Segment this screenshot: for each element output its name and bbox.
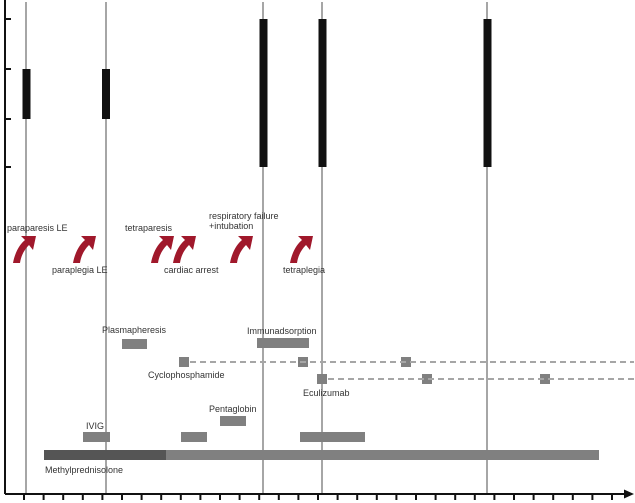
arrow-icon [151, 236, 174, 263]
severity-bar-3 [259, 19, 268, 167]
event-label-respiratory-failure: respiratory failure [209, 211, 279, 221]
ivig-bar [181, 432, 207, 442]
plasmapheresis-bar [122, 339, 147, 349]
treatment-label-pentaglobin: Pentaglobin [209, 404, 257, 414]
cyclophosphamide-marker [179, 357, 189, 367]
x-ticks [23, 494, 613, 500]
severity-bar-2 [102, 69, 110, 119]
y-axis [4, 0, 11, 494]
treatment-label-methylprednisolone: Methylprednisolone [45, 465, 124, 475]
ivig-bar [83, 432, 110, 442]
arrow-icon [230, 236, 253, 263]
event-label-paraplegia-le: paraplegia LE [52, 265, 108, 275]
event-label-tetraplegia: tetraplegia [283, 265, 326, 275]
pentaglobin-bar [220, 416, 246, 426]
treatment-label-immunadsorption: Immunadsorption [247, 326, 317, 336]
arrow-icon [290, 236, 313, 263]
event-label-tetraparesis: tetraparesis [125, 223, 173, 233]
eculizumab-marker [317, 374, 327, 384]
severity-bar-5 [483, 19, 492, 167]
treatment-label-cyclophosphamide: Cyclophosphamide [148, 370, 225, 380]
x-axis [5, 493, 628, 500]
treatment-label-eculizumab: Eculizumab [303, 388, 350, 398]
severity-bar-1 [22, 69, 31, 119]
eculizumab-marker [540, 374, 550, 384]
x-axis-arrowhead [624, 489, 634, 499]
methylprednisolone-bar-early [44, 450, 166, 460]
ivig-bar [300, 432, 365, 442]
severity-bars [22, 19, 492, 167]
arrow-icon [73, 236, 96, 263]
methylprednisolone-bar [165, 450, 599, 460]
treatment-label-ivig: IVIG [86, 421, 105, 431]
event-arrows [13, 236, 313, 263]
eculizumab-marker [422, 374, 432, 384]
treatment-label-plasmapheresis: Plasmapheresis [102, 325, 167, 335]
arrow-icon [173, 236, 196, 263]
dashed-lines [190, 361, 634, 380]
severity-bar-4 [318, 19, 327, 167]
arrow-icon [13, 236, 36, 263]
immunadsorption-bar [257, 338, 309, 348]
event-label-intubation: +intubation [209, 221, 254, 231]
event-label-paraparesis-le: paraparesis LE [7, 223, 68, 233]
event-label-cardiac-arrest: cardiac arrest [164, 265, 219, 275]
